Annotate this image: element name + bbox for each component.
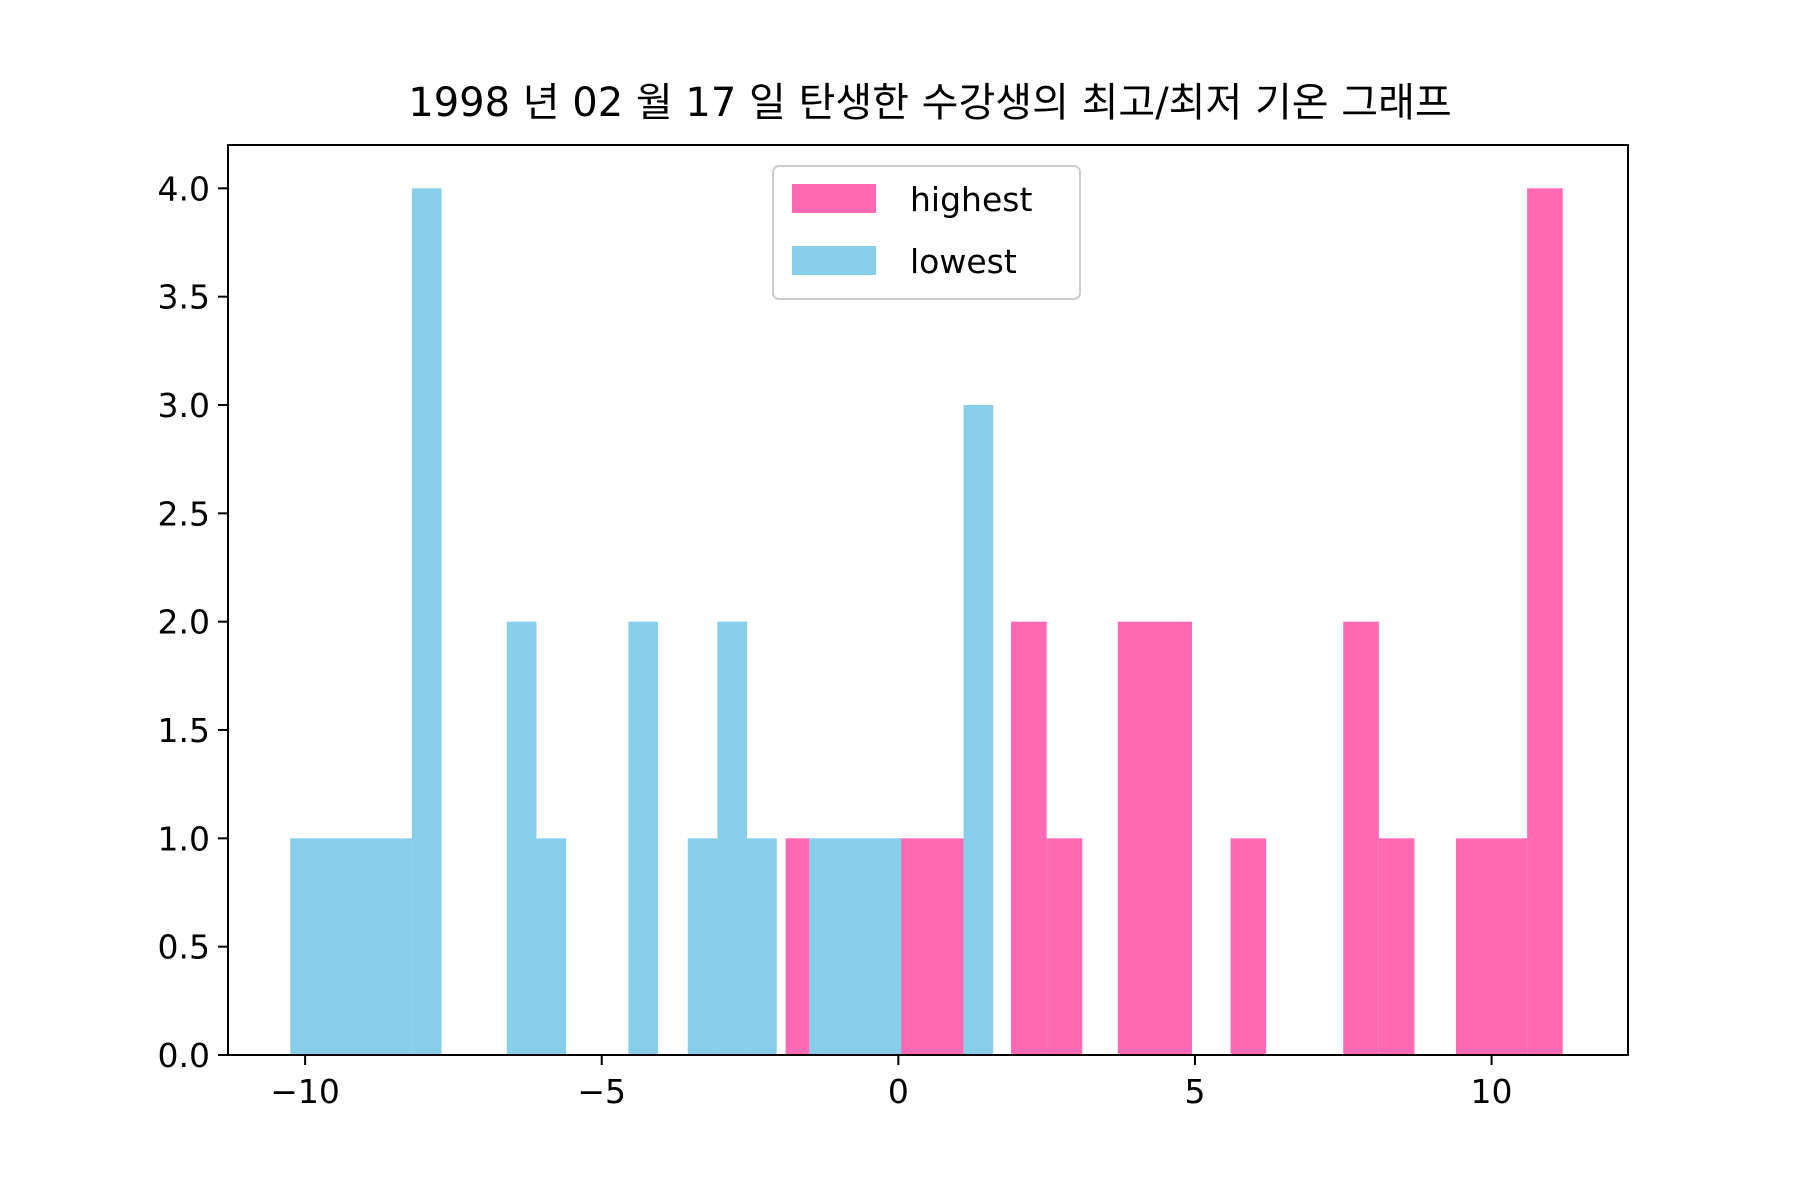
bar-highest-1	[898, 838, 964, 1055]
bar-lowest-8	[809, 838, 902, 1055]
series-highest	[785, 188, 1563, 1055]
bar-highest-5	[1230, 838, 1267, 1055]
series-lowest	[290, 188, 994, 1055]
y-axis: 0.0 0.5 1.0 1.5 2.0 2.5 3.0 3.5 4.0	[158, 169, 228, 1075]
legend-swatch-highest	[792, 184, 876, 213]
x-axis: −10 −5 0 5 10	[270, 1055, 1513, 1111]
y-tick-label: 2.0	[158, 603, 210, 642]
x-tick-label: 10	[1471, 1072, 1513, 1111]
bar-lowest-7	[747, 838, 777, 1055]
bar-highest-0	[785, 838, 810, 1055]
bar-lowest-0	[290, 838, 412, 1055]
chart-title: 1998 년 02 월 17 일 탄생한 수강생의 최고/최저 기온 그래프	[408, 80, 1451, 126]
y-tick-label: 2.5	[158, 494, 210, 533]
y-tick-label: 0.0	[158, 1036, 210, 1075]
y-tick-label: 3.0	[158, 386, 210, 425]
x-tick-label: 0	[888, 1072, 909, 1111]
legend-label-lowest: lowest	[910, 242, 1017, 281]
bar-highest-8	[1455, 838, 1528, 1055]
bar-highest-7	[1378, 838, 1415, 1055]
legend: highest lowest	[772, 165, 1081, 300]
bar-lowest-3	[536, 838, 567, 1055]
bar-lowest-1	[411, 188, 442, 1055]
axes-frame	[227, 144, 1629, 1056]
y-tick-label: 0.5	[158, 928, 210, 967]
x-tick-label: −10	[270, 1072, 340, 1111]
bar-highest-9	[1527, 188, 1563, 1055]
bar-lowest-5	[687, 838, 718, 1055]
y-tick-label: 3.5	[158, 278, 210, 317]
bar-lowest-6	[717, 621, 748, 1055]
bar-highest-3	[1046, 838, 1083, 1055]
y-tick-label: 1.0	[158, 819, 210, 858]
x-tick-label: 5	[1184, 1072, 1205, 1111]
x-tick-label: −5	[577, 1072, 626, 1111]
bar-highest-6	[1343, 621, 1379, 1055]
legend-swatch-lowest	[792, 246, 876, 275]
bar-lowest-2	[506, 621, 537, 1055]
y-tick-label: 4.0	[158, 169, 210, 208]
bars-layer	[290, 188, 1563, 1055]
legend-label-highest: highest	[910, 180, 1032, 219]
y-tick-label: 1.5	[158, 711, 210, 750]
bar-highest-2	[1011, 621, 1047, 1055]
bar-lowest-9	[963, 405, 994, 1055]
bar-highest-4	[1117, 621, 1192, 1055]
bar-lowest-4	[628, 621, 659, 1055]
